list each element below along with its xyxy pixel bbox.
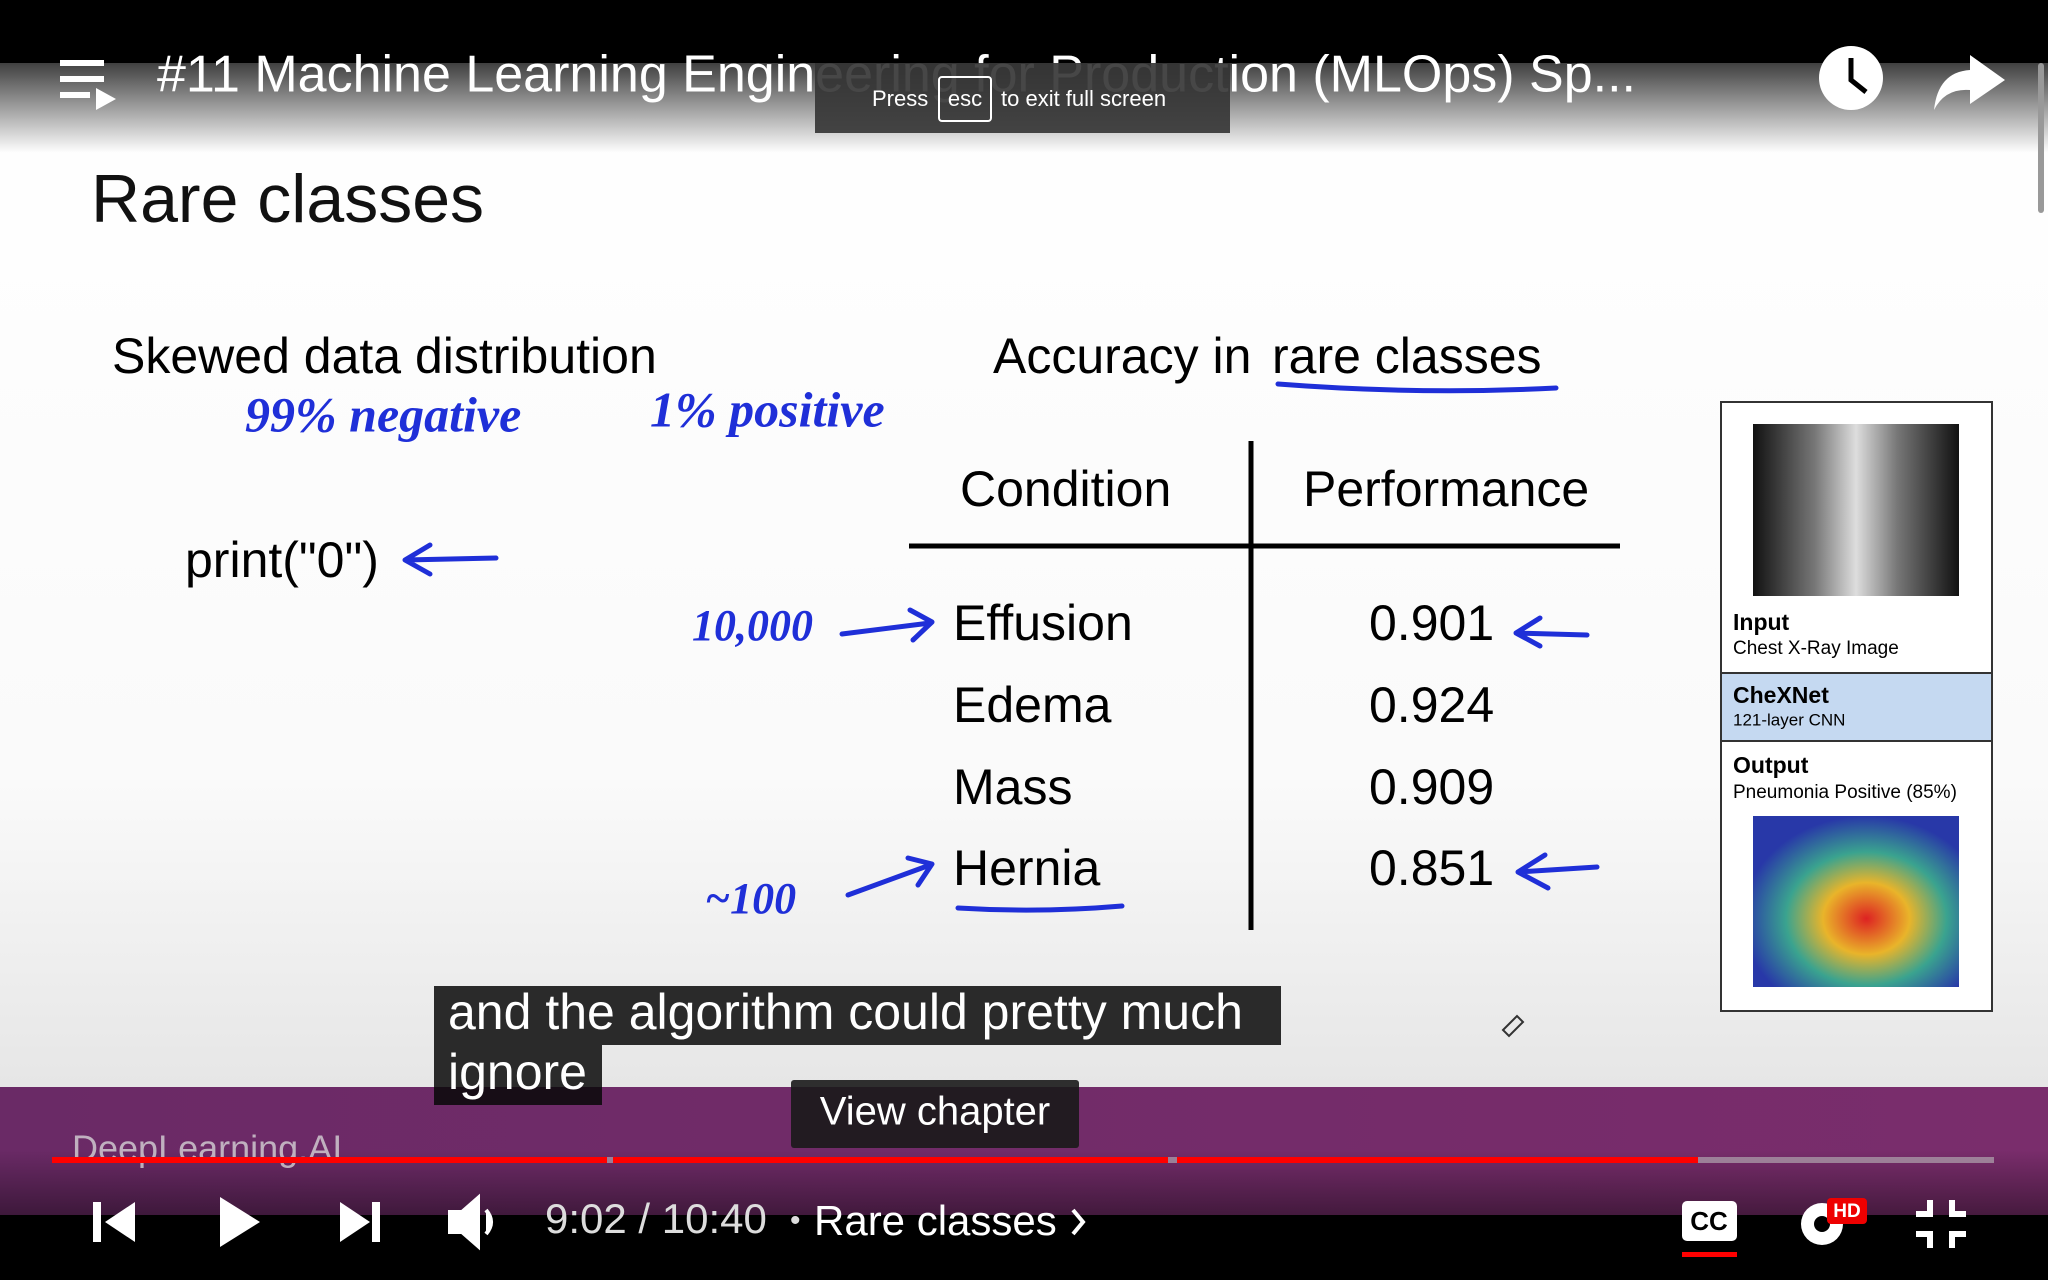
next-button[interactable] (340, 1202, 380, 1242)
heatmap-image (1753, 816, 1959, 987)
time-display: 9:02 / 10:40 (545, 1195, 767, 1242)
xray-image (1753, 424, 1959, 596)
condition-cell: Hernia (953, 840, 1100, 896)
exit-fullscreen-button[interactable] (1916, 1200, 1966, 1248)
figure-label: Output (1733, 752, 1809, 778)
cc-active-bar (1682, 1252, 1737, 1257)
hd-label: HD (1833, 1201, 1860, 1222)
pen-cursor (1501, 1014, 1525, 1038)
slide-title: Rare classes (91, 161, 484, 237)
chapter-title[interactable]: Rare classes (814, 1197, 1057, 1244)
table-body: Effusion 0.901 Edema 0.924 Mass 0.909 Hernia 0.… (953, 595, 1494, 896)
view-chapter-label[interactable]: View chapter (820, 1090, 1051, 1134)
caption-line: and the algorithm could pretty much (448, 984, 1243, 1040)
handwritten-note: ~100 (705, 874, 796, 923)
toast-text: Press (872, 86, 928, 111)
arrow (839, 607, 935, 643)
arrow (1515, 852, 1600, 891)
condition-cell: Mass (953, 759, 1072, 815)
progress-played (1177, 1157, 1698, 1163)
view-chapter-button[interactable] (791, 1080, 1079, 1148)
underline (955, 903, 1125, 913)
figure-label: Pneumonia Positive (85%) (1733, 782, 1957, 803)
caption-line: ignore (448, 1044, 587, 1100)
figure-label: Chest X-Ray Image (1733, 638, 1899, 659)
figure-label: CheXNet (1733, 682, 1829, 708)
handwritten-note: 1% positive (650, 381, 885, 437)
chapter-chevron[interactable] (1071, 1208, 1086, 1236)
progress-played (613, 1157, 1168, 1163)
figure-label: 121-layer CNN (1733, 710, 1845, 729)
condition-cell: Edema (953, 677, 1112, 733)
menu-icon[interactable] (60, 60, 116, 110)
underline (1275, 381, 1559, 394)
cc-button[interactable] (1682, 1201, 1737, 1241)
condition-cell: Effusion (953, 595, 1133, 651)
play-button[interactable] (220, 1197, 260, 1247)
cc-label[interactable]: CC (1690, 1206, 1728, 1236)
handwritten-note: 10,000 (692, 601, 813, 650)
hd-badge (1827, 1198, 1867, 1224)
figure-label: Input (1733, 609, 1790, 635)
left-heading: Skewed data distribution (112, 328, 657, 384)
handwritten-note: 99% negative (245, 386, 521, 442)
toast (815, 63, 1230, 133)
volume-button[interactable] (448, 1193, 493, 1251)
performance-cell: 0.901 (1369, 595, 1494, 651)
performance-cell: 0.851 (1369, 840, 1494, 896)
right-heading: Accuracy in (993, 328, 1251, 384)
toast-text: to exit full screen (1001, 86, 1166, 111)
arrow (1513, 615, 1590, 649)
caption-box (434, 986, 1281, 1045)
previous-button[interactable] (93, 1202, 135, 1242)
top-bar (0, 0, 2048, 63)
watch-later-icon[interactable] (1819, 46, 1883, 110)
caption-box (434, 1045, 602, 1105)
model-band (1722, 674, 1991, 741)
right-heading-underlined: rare classes (1272, 328, 1542, 384)
share-icon[interactable] (1934, 55, 2005, 110)
toast-key: esc (948, 86, 982, 111)
separator: • (790, 1204, 801, 1237)
slide-background (0, 63, 2048, 1087)
performance-cell: 0.909 (1369, 759, 1494, 815)
code-text: print("0") (185, 532, 379, 588)
progress-played (52, 1157, 607, 1163)
arrow (402, 542, 499, 577)
table-header: Performance (1303, 461, 1589, 517)
table-header: Condition (960, 461, 1171, 517)
scrollbar (2038, 63, 2044, 213)
arrow (845, 855, 935, 898)
key-box (938, 76, 992, 122)
performance-cell: 0.924 (1369, 677, 1494, 733)
